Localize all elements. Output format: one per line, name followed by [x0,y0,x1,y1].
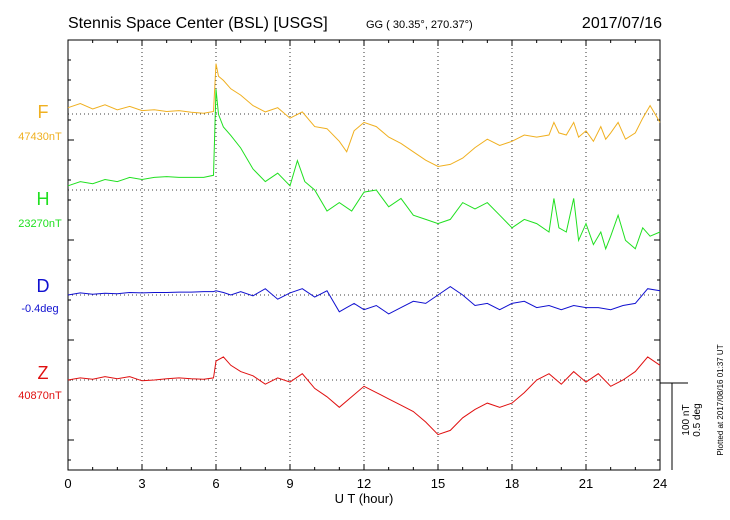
x-tick-label-12: 12 [357,476,371,491]
x-axis-label: U T (hour) [335,491,394,506]
scale-nt-label: 100 nT [681,404,692,435]
chart-title: Stennis Space Center (BSL) [USGS] [68,15,328,32]
series-line-F [67,63,661,168]
series-baseline-F: 47430nT [18,131,62,143]
plotted-timestamp: Plotted at 2017/08/16 01:37 UT [716,344,725,455]
series-line-H [67,89,661,251]
series-line-D [67,285,661,315]
x-tick-label-9: 9 [286,476,293,491]
x-tick-label-18: 18 [505,476,519,491]
x-axis-tick-labels: 0 3 6 9 12 15 18 21 24 [64,476,667,491]
scale-bar: 100 nT 0.5 deg [660,382,703,470]
x-tick-label-21: 21 [579,476,593,491]
series-name-F: F [38,102,49,122]
x-tick-label-24: 24 [653,476,667,491]
series-labels: F 47430nT H 23270nT D -0.4deg Z 40870nT [18,102,62,402]
station-coordinates: GG ( 30.35°, 270.37°) [366,19,473,31]
series-name-Z: Z [38,363,49,383]
series-line-Z [67,356,661,436]
scale-deg-label: 0.5 deg [692,403,703,436]
x-tick-label-15: 15 [431,476,445,491]
series-baseline-D: -0.4deg [21,303,58,315]
x-tick-label-0: 0 [64,476,71,491]
chart-date: 2017/07/16 [582,15,662,32]
series-lines [67,63,661,436]
series-name-D: D [37,276,50,296]
grid [68,40,660,470]
series-name-H: H [37,189,50,209]
x-tick-label-6: 6 [212,476,219,491]
series-baseline-H: 23270nT [18,218,62,230]
series-baseline-Z: 40870nT [18,390,62,402]
x-tick-label-3: 3 [138,476,145,491]
